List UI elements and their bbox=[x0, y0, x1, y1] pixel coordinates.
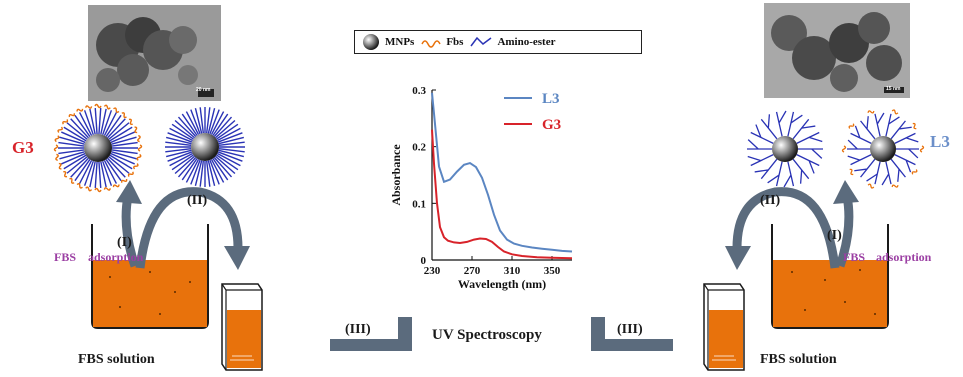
legend-label-amino-ester: Amino-ester bbox=[497, 36, 556, 48]
adsorption-label-right: adsorption bbox=[876, 250, 932, 264]
amino-ester-line-icon bbox=[470, 36, 492, 47]
fbs-solution-label-left: FBS solution bbox=[78, 352, 155, 367]
arrows-left bbox=[116, 180, 250, 270]
arrow-step3-left bbox=[330, 317, 412, 351]
y-tick-label: 0.1 bbox=[412, 198, 426, 210]
nanoparticle-g3 bbox=[165, 107, 245, 187]
uv-spectroscopy-label: UV Spectroscopy bbox=[432, 327, 542, 343]
fbs-solution-label-right: FBS solution bbox=[760, 352, 837, 367]
step-1-left: (I) bbox=[117, 235, 132, 250]
x-tick-label: 270 bbox=[464, 265, 481, 277]
fbs-squiggle-icon bbox=[421, 40, 441, 48]
step-1-right: (I) bbox=[827, 228, 842, 243]
label-g3: G3 bbox=[12, 138, 34, 157]
tem-scale-left: 20 nm bbox=[196, 87, 211, 93]
fbs-label-right: FBS bbox=[843, 250, 866, 264]
nanoparticle-l3-fbs bbox=[841, 109, 925, 189]
cuvette-right bbox=[703, 283, 745, 371]
step-2-right: (II) bbox=[760, 193, 781, 208]
cuvette-left bbox=[221, 283, 263, 371]
x-tick-label: 310 bbox=[504, 265, 521, 277]
fbs-label-left: FBS bbox=[54, 250, 77, 264]
legend-item-amino-ester: Amino-ester bbox=[469, 34, 556, 50]
label-l3: L3 bbox=[930, 132, 950, 151]
beaker-right bbox=[771, 224, 889, 329]
beaker-left bbox=[91, 224, 209, 329]
x-tick-label: 350 bbox=[544, 265, 561, 277]
nanoparticle-l3 bbox=[747, 110, 823, 188]
tem-micrograph-left bbox=[88, 5, 221, 101]
step-2-left: (II) bbox=[187, 193, 208, 208]
series-line-g3 bbox=[431, 129, 573, 260]
legend: MNPs Fbs Amino-ester bbox=[354, 30, 642, 54]
y-tick-label: 0.2 bbox=[412, 142, 426, 154]
legend-item-mnps: MNPs bbox=[361, 32, 414, 52]
x-axis-label: Wavelength (nm) bbox=[458, 277, 546, 291]
sphere-icon bbox=[363, 34, 379, 50]
adsorption-label-left: adsorption bbox=[88, 250, 144, 264]
arrow-step3-right bbox=[591, 317, 673, 351]
legend-label-mnps: MNPs bbox=[385, 36, 415, 48]
tem-image-right: 15 nm bbox=[764, 3, 910, 98]
y-axis-label: Absorbance bbox=[389, 144, 403, 206]
legend-item-fbs: Fbs bbox=[420, 34, 463, 50]
step-3-left: (III) bbox=[345, 322, 371, 337]
y-tick-label: 0.3 bbox=[412, 85, 426, 97]
x-tick-label: 230 bbox=[424, 265, 441, 277]
y-tick-label: 0 bbox=[421, 255, 427, 267]
legend-label-fbs: Fbs bbox=[446, 36, 464, 48]
legend-label-g3: G3 bbox=[542, 117, 561, 133]
tem-scale-right: 15 nm bbox=[886, 86, 901, 92]
arrows-right bbox=[725, 180, 859, 270]
tem-micrograph-right bbox=[764, 3, 910, 98]
legend-label-l3: L3 bbox=[542, 91, 560, 107]
nanoparticle-g3-fbs bbox=[53, 103, 143, 193]
series-line-l3 bbox=[431, 92, 573, 253]
tem-image-left: 20 nm bbox=[88, 5, 221, 101]
step-3-right: (III) bbox=[617, 322, 643, 337]
